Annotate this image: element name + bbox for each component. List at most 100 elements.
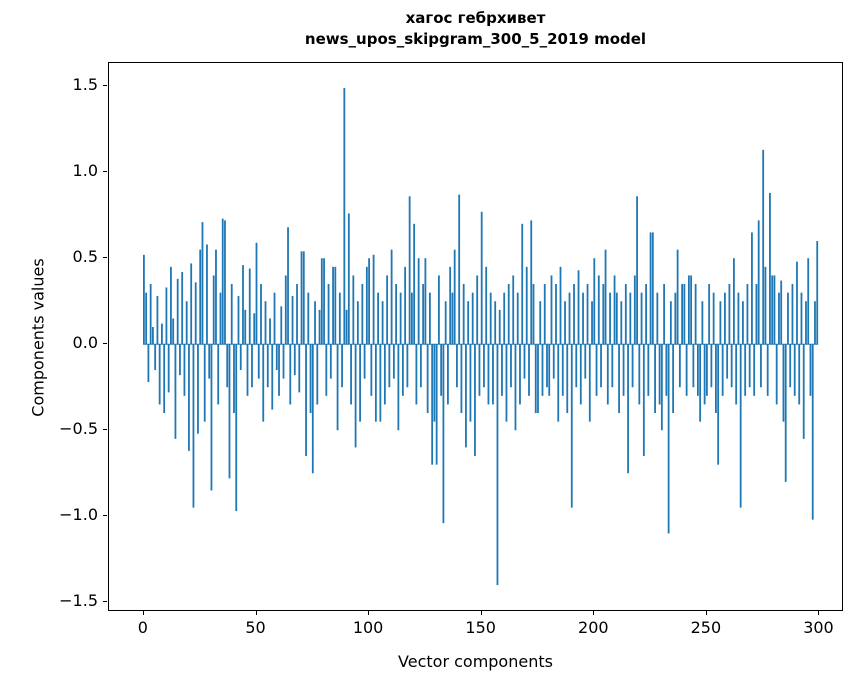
bar (597, 275, 600, 345)
bar (221, 218, 224, 345)
bar (422, 284, 425, 345)
bar (710, 344, 713, 388)
bar (431, 344, 434, 465)
bar (354, 344, 357, 448)
bar (264, 301, 267, 345)
bar (406, 344, 409, 388)
bar (620, 301, 623, 345)
bar (465, 344, 467, 448)
bar (372, 254, 375, 345)
x-tick-label: 50 (245, 618, 266, 637)
bar (717, 344, 720, 465)
chart-title: хагос гебрхивет news_upos_skipgram_300_5… (108, 8, 843, 50)
bar (176, 278, 179, 345)
bar (185, 301, 188, 345)
bar (762, 149, 765, 345)
bar (458, 194, 461, 345)
bar (712, 292, 715, 345)
bar (780, 280, 783, 345)
bar (401, 344, 404, 396)
bar (181, 271, 184, 345)
bar (298, 344, 301, 393)
bar (392, 344, 395, 379)
y-tick-mark (103, 515, 107, 517)
bar (809, 344, 812, 396)
bar (559, 266, 562, 345)
bar (534, 344, 537, 414)
bar (555, 284, 557, 345)
bar (194, 282, 197, 345)
bar (210, 344, 213, 491)
bar (764, 266, 767, 345)
bar (183, 344, 186, 396)
bar (269, 318, 271, 345)
bar (257, 344, 260, 379)
bar (318, 309, 321, 345)
bar (255, 242, 258, 345)
x-tick-mark (705, 611, 707, 615)
bar (489, 292, 492, 345)
bar (323, 258, 325, 345)
bar (471, 292, 474, 345)
bar (370, 344, 373, 396)
bar (733, 258, 735, 345)
bar (309, 344, 312, 414)
bar (532, 284, 535, 345)
bar (627, 344, 629, 474)
bar (550, 275, 553, 345)
bar (343, 87, 346, 345)
bar (773, 275, 776, 345)
bar (381, 301, 384, 345)
bar (557, 344, 560, 422)
bar (793, 344, 796, 396)
bar (633, 275, 636, 345)
bar (147, 344, 150, 383)
x-tick-label: 100 (352, 618, 384, 637)
bar (424, 258, 427, 345)
bar (474, 344, 476, 457)
bar (528, 344, 530, 396)
bar (289, 344, 292, 405)
bar (419, 344, 422, 388)
bar (350, 344, 352, 405)
y-tick-label: −0.5 (59, 419, 98, 439)
bar (158, 344, 161, 405)
bar (699, 344, 702, 422)
bar (469, 344, 472, 422)
chart-title-line1: хагос гебрхивет (405, 9, 546, 27)
bar (212, 275, 215, 345)
bar (564, 301, 566, 345)
bar (656, 292, 659, 345)
bar (539, 301, 542, 345)
bar (687, 275, 690, 345)
bar (645, 284, 647, 345)
bar (165, 287, 168, 345)
bar (766, 344, 769, 396)
bar (600, 344, 602, 388)
bar (237, 296, 240, 345)
bar (577, 270, 580, 345)
bar (496, 344, 499, 586)
bar (543, 284, 546, 345)
bar (163, 344, 166, 414)
bar (230, 284, 233, 345)
bar (365, 266, 368, 345)
bar (161, 323, 163, 345)
bar (760, 344, 762, 388)
bar (748, 344, 751, 388)
bar (735, 344, 738, 405)
y-tick-label: 0.5 (72, 247, 98, 267)
bar (302, 251, 305, 345)
bar (386, 275, 389, 345)
x-tick-mark (593, 611, 595, 615)
bar (744, 344, 747, 396)
bar (278, 344, 280, 396)
bar (771, 275, 774, 345)
bar (334, 266, 337, 345)
bar (728, 284, 731, 345)
bar (737, 292, 740, 345)
bar (588, 344, 591, 422)
bar (215, 249, 217, 345)
bar (769, 192, 771, 345)
bar (399, 292, 402, 345)
